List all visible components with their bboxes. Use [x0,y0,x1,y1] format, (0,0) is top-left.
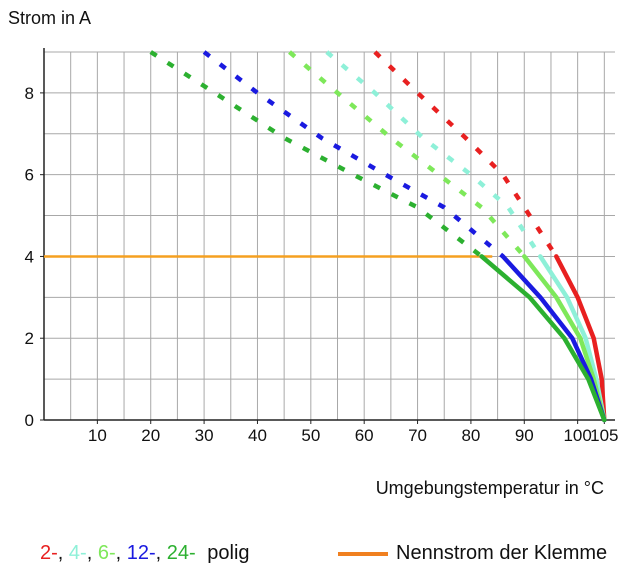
legend-poles: 2-, 4-, 6-, 12-, 24- polig [40,542,250,564]
axes [40,48,615,424]
series-24--dashed [149,50,483,259]
legend-pole-12: 12- [126,542,156,564]
legend-pole-24: 24- [166,542,196,564]
y-tick-label: 2 [25,329,34,348]
x-tick-label: 10 [88,426,107,445]
x-tick-label: 70 [408,426,427,445]
series-lines [44,50,607,423]
legend-reference: Nennstrom der Klemme [338,542,607,565]
series-24--solid [479,254,607,423]
x-tick-label: 100 [563,426,591,445]
legend-reference-label: Nennstrom der Klemme [396,542,608,564]
legend-reference-swatch [338,551,388,556]
x-tick-label: 30 [195,426,214,445]
x-tick-label: 50 [301,426,320,445]
grid [44,51,615,420]
y-tick-label: 0 [25,411,34,430]
y-tick-label: 6 [25,166,34,185]
x-axis-label: Umgebungstemperatur in °C [375,478,604,498]
y-tick-label: 8 [25,84,34,103]
legend-pole-4: 4- [68,542,87,564]
x-tick-label: 40 [248,426,267,445]
series-4--dashed [325,50,543,258]
x-tick-label: 105 [590,426,618,445]
x-tick-label: 20 [141,426,160,445]
legend-pole-6: 6- [97,542,116,564]
y-axis-label: Strom in A [8,8,92,28]
legend-suffix: polig [207,542,250,564]
series-2--solid [554,254,607,423]
series-2--dashed [373,50,559,258]
x-tick-label: 80 [461,426,480,445]
legend-pole-2: 2- [40,542,58,564]
x-tick-label: 60 [355,426,374,445]
series-6--dashed [288,50,526,258]
y-tick-label: 4 [25,247,34,266]
x-tick-label: 90 [515,426,534,445]
series-12--dashed [202,50,505,259]
